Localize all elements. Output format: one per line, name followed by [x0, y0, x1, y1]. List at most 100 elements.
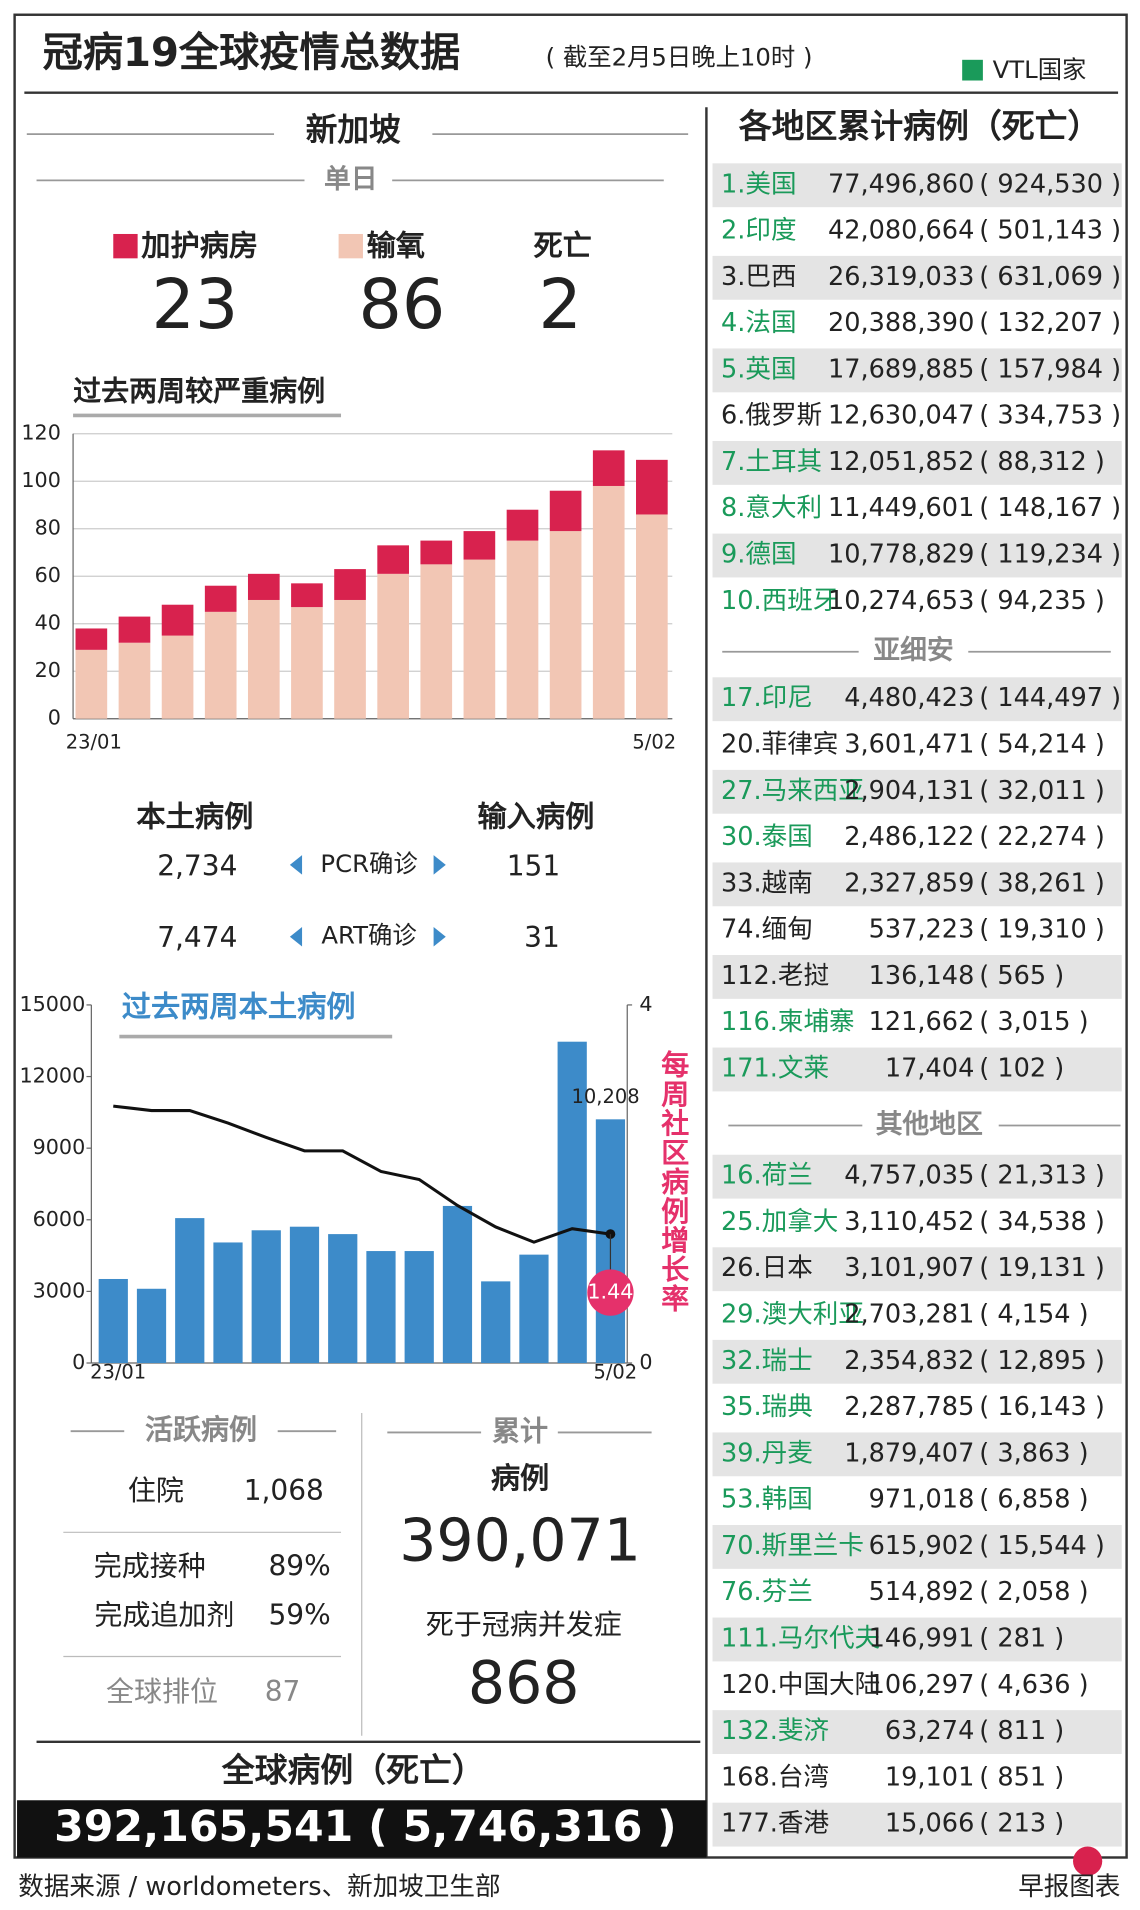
region-cases: 3,110,452 — [844, 1207, 974, 1237]
bar-segment — [118, 642, 151, 719]
bar-segment — [377, 573, 409, 719]
global-value: 392,165,541 ( 5,746,316 ) — [54, 1802, 677, 1852]
region-label: 76.芬兰 — [721, 1577, 813, 1607]
bar-segment — [75, 628, 108, 650]
region-deaths: ( 19,310 ) — [979, 915, 1105, 945]
line — [113, 1104, 611, 1244]
stat-value: 86 — [359, 266, 446, 345]
region-cases: 615,902 — [869, 1531, 975, 1561]
bar-segment — [506, 540, 539, 719]
group-title: 亚细安 — [873, 634, 953, 666]
row-background — [712, 1339, 1122, 1384]
bar-segment — [592, 450, 625, 486]
stat-value: 2 — [539, 266, 582, 345]
y-tick-label: 60 — [35, 563, 61, 587]
arrow — [433, 855, 446, 875]
region-deaths: ( 102 ) — [979, 1053, 1064, 1083]
y2-tick-label: 0 — [639, 1350, 652, 1374]
row-background — [712, 677, 1122, 722]
region-deaths: ( 213 ) — [979, 1809, 1064, 1839]
bar-segment — [506, 509, 539, 541]
region-label: 4.法国 — [721, 308, 797, 338]
bar-segment — [420, 540, 453, 565]
region-deaths: ( 811 ) — [979, 1716, 1064, 1746]
region-label: 120.中国大陆 — [721, 1670, 880, 1700]
region-label: 2.印度 — [721, 216, 797, 246]
y-tick-label: 100 — [21, 468, 61, 492]
y-tick-label: 20 — [35, 658, 61, 682]
row-background — [712, 955, 1122, 999]
section-title: 全球病例（死亡） — [221, 1751, 485, 1790]
region-label: 39.丹麦 — [721, 1438, 813, 1468]
region-deaths: ( 16,143 ) — [979, 1392, 1105, 1422]
y-tick-label: 0 — [72, 1350, 85, 1374]
row-background — [712, 1617, 1122, 1662]
region-deaths: ( 119,234 ) — [979, 540, 1121, 570]
region-label: 32.瑞士 — [721, 1346, 813, 1376]
region-deaths: ( 3,863 ) — [979, 1438, 1088, 1468]
region-cases: 10,778,829 — [828, 540, 974, 570]
bar — [442, 1205, 473, 1364]
bar-segment — [75, 649, 108, 719]
bar — [557, 1041, 587, 1364]
region-label: 9.德国 — [721, 540, 797, 570]
label: 完成追加剂 — [94, 1598, 234, 1631]
region-cases: 12,630,047 — [828, 401, 974, 431]
region-label: 17.印尼 — [721, 683, 813, 713]
region-label: 111.马尔代夫 — [721, 1623, 880, 1653]
section-title: 累计 — [492, 1414, 548, 1447]
label: 住院 — [128, 1474, 184, 1507]
region-cases: 17,404 — [885, 1053, 974, 1083]
row-background — [712, 1247, 1122, 1292]
region-cases: 3,101,907 — [844, 1253, 974, 1283]
region-label: 33.越南 — [721, 868, 813, 898]
region-cases: 3,601,471 — [844, 730, 974, 760]
bar-segment — [204, 611, 237, 719]
region-deaths: ( 34,538 ) — [979, 1207, 1105, 1237]
region-deaths: ( 3,015 ) — [979, 1007, 1088, 1037]
y-tick-label: 3000 — [33, 1278, 86, 1302]
region-label: 8.意大利 — [721, 493, 822, 523]
credit: 早报图表 — [1018, 1872, 1120, 1902]
bar-segment — [334, 569, 366, 600]
region-cases: 2,904,131 — [844, 776, 974, 806]
bar — [366, 1251, 396, 1364]
stat-value: 390,071 — [399, 1507, 641, 1575]
row-background — [712, 1047, 1122, 1092]
region-label: 3.巴西 — [721, 262, 797, 292]
bar-segment — [377, 545, 409, 574]
bar-segment — [636, 514, 668, 719]
bar-segment — [204, 585, 237, 612]
region-label: 27.马来西亚 — [721, 776, 864, 806]
value: 151 — [507, 849, 560, 882]
bar-segment — [549, 490, 582, 532]
region-label: 26.日本 — [721, 1253, 813, 1283]
bar-segment — [247, 573, 280, 600]
y-tick-label: 80 — [35, 516, 61, 540]
y-tick-label: 6000 — [33, 1207, 86, 1231]
region-cases: 17,689,885 — [828, 354, 974, 384]
subsection-title: 单日 — [324, 164, 378, 195]
stat-value: 868 — [468, 1649, 580, 1717]
region-deaths: ( 144,497 ) — [979, 683, 1121, 713]
chart-title: 过去两周较严重病例 — [73, 374, 325, 407]
arrow — [289, 855, 303, 875]
region-cases: 20,388,390 — [828, 308, 974, 338]
region-deaths: ( 281 ) — [979, 1623, 1064, 1653]
region-label: 10.西班牙 — [721, 586, 838, 616]
region-cases: 15,066 — [885, 1809, 974, 1839]
x-tick-label: 23/01 — [90, 1360, 146, 1383]
region-cases: 2,287,785 — [844, 1392, 974, 1422]
region-label: 116.柬埔寨 — [721, 1007, 855, 1037]
region-cases: 2,327,859 — [844, 868, 974, 898]
label: 病例 — [491, 1461, 549, 1495]
row-background — [712, 163, 1122, 208]
section-title: 各地区累计病例（死亡） — [738, 107, 1101, 146]
region-deaths: ( 38,261 ) — [979, 868, 1105, 898]
value: 87 — [265, 1675, 301, 1708]
section-title: 新加坡 — [306, 113, 401, 149]
row-background — [712, 769, 1122, 814]
region-deaths: ( 2,058 ) — [979, 1577, 1088, 1607]
region-deaths: ( 851 ) — [979, 1762, 1064, 1792]
region-deaths: ( 132,207 ) — [979, 308, 1121, 338]
